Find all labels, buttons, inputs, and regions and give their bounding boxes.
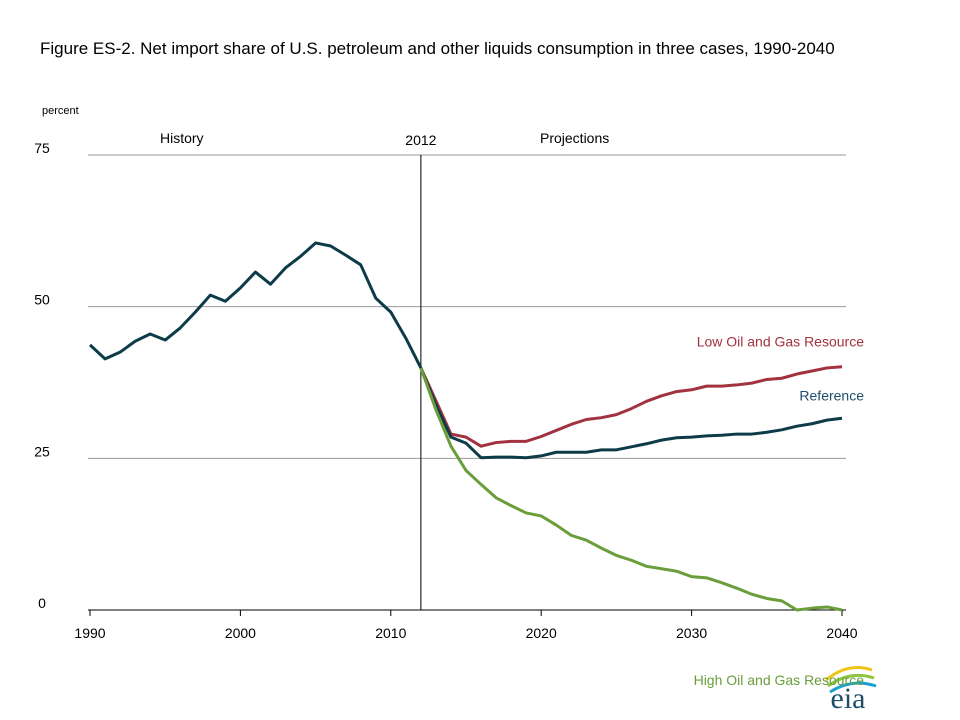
x-tick-label: 2040: [826, 625, 857, 641]
series-label: High Oil and Gas Resource: [694, 672, 865, 688]
series-line: [88, 241, 843, 460]
logo-arc: [825, 666, 873, 682]
y-tick-label: 25: [34, 443, 50, 459]
series-line: [419, 367, 843, 612]
logo-arc: [827, 673, 875, 688]
x-tick-label: 1990: [74, 625, 105, 641]
x-tick-label: 2030: [676, 625, 707, 641]
logo-text: eia: [831, 682, 866, 715]
y-tick-label: 0: [38, 595, 46, 611]
x-tick-label: 2010: [375, 625, 406, 641]
series-label: Reference: [799, 387, 864, 403]
logo: eia: [825, 666, 877, 715]
divider-label: 2012: [405, 132, 436, 148]
chart-title: Figure ES-2. Net import share of U.S. pe…: [40, 39, 835, 58]
series-label: Low Oil and Gas Resource: [697, 334, 865, 350]
y-tick-label: 50: [34, 292, 50, 308]
x-tick-label: 2000: [225, 625, 256, 641]
series-line: [419, 365, 843, 448]
y-axis-label: percent: [42, 105, 79, 117]
history-label: History: [160, 130, 204, 146]
logo-arc: [829, 681, 877, 694]
x-tick-label: 2020: [526, 625, 557, 641]
y-tick-label: 75: [34, 140, 50, 156]
projection-label: Projections: [540, 130, 609, 146]
